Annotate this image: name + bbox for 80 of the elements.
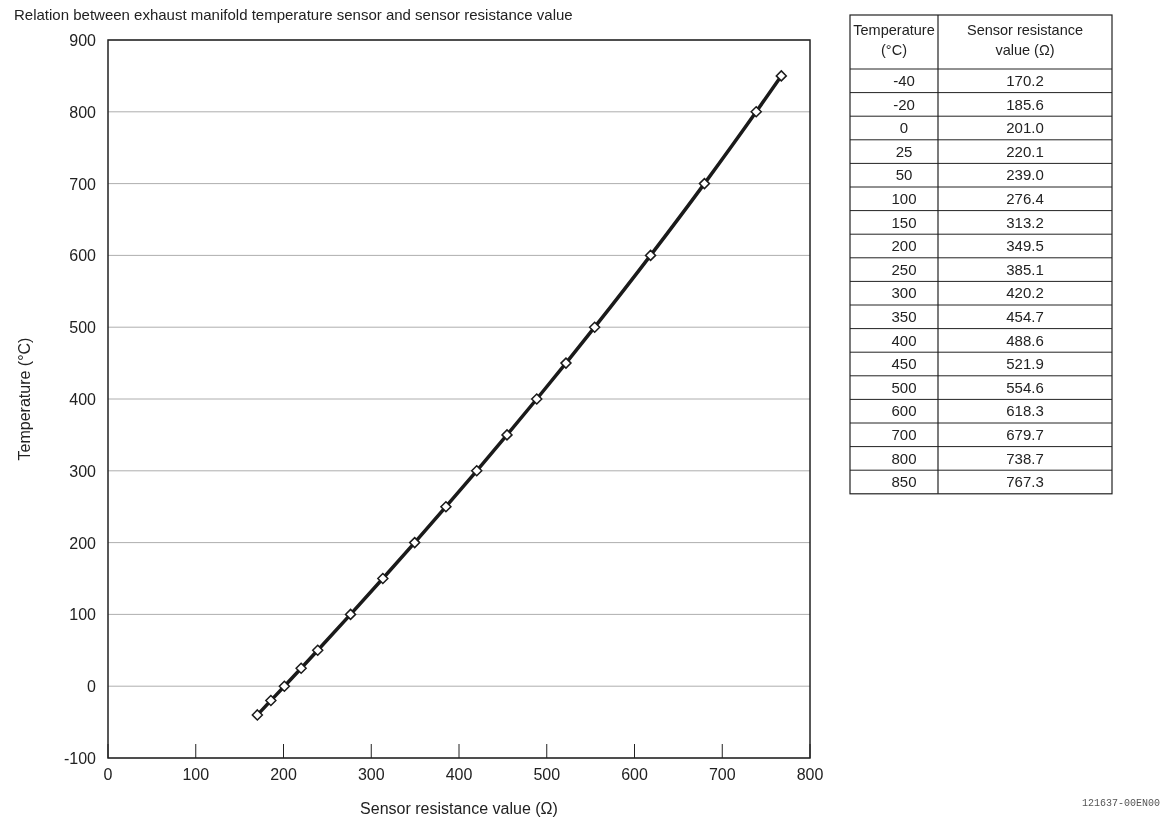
x-tick-label: 500 bbox=[533, 766, 561, 783]
text: 313.2 bbox=[1006, 213, 1044, 231]
x-tick-label: 0 bbox=[103, 766, 113, 783]
text: 400 bbox=[891, 331, 917, 349]
text: 679.7 bbox=[1006, 426, 1044, 443]
x-tick-label: 200 bbox=[270, 766, 297, 783]
point bbox=[775, 70, 788, 82]
y-tick-label: 700 bbox=[69, 175, 97, 193]
text: 0 bbox=[899, 119, 909, 137]
point bbox=[531, 393, 543, 405]
text: 239.0 bbox=[1006, 166, 1044, 184]
point bbox=[560, 357, 572, 369]
text: 220.1 bbox=[1006, 142, 1044, 160]
text: 500 bbox=[891, 378, 917, 396]
point bbox=[501, 429, 513, 441]
text: 300 bbox=[891, 284, 917, 302]
text: 800 bbox=[891, 449, 917, 467]
x-tick-label: 700 bbox=[708, 766, 736, 783]
point bbox=[278, 680, 291, 692]
point bbox=[377, 572, 389, 585]
text: -40 bbox=[893, 72, 915, 89]
text: 521.9 bbox=[1006, 355, 1044, 373]
point bbox=[265, 694, 277, 707]
text: 767.3 bbox=[1006, 473, 1044, 491]
text: 185.6 bbox=[1006, 95, 1044, 113]
x-tick-label: 600 bbox=[621, 766, 648, 783]
y-tick-label: 600 bbox=[69, 247, 97, 265]
text: 738.7 bbox=[1006, 449, 1044, 467]
y-tick-label: 200 bbox=[69, 534, 97, 552]
text: 150 bbox=[891, 213, 917, 231]
y-axis-title: Temperature (°C) bbox=[16, 337, 33, 461]
text: 349.5 bbox=[1006, 237, 1044, 255]
point bbox=[251, 709, 264, 721]
point bbox=[644, 249, 657, 262]
chart-title: Relation between exhaust manifold temperature sensor and sensor resistance value bbox=[14, 6, 573, 23]
point bbox=[750, 106, 762, 118]
text: 450 bbox=[891, 355, 917, 373]
text: 50 bbox=[895, 166, 913, 184]
x-axis-title: Sensor resistance value (Ω) bbox=[360, 800, 558, 817]
text: 276.4 bbox=[1006, 190, 1044, 207]
y-tick-label: 500 bbox=[69, 319, 97, 337]
y-tick-label: -100 bbox=[63, 750, 97, 767]
point bbox=[698, 177, 711, 190]
point bbox=[408, 536, 421, 549]
text: Sensor resistance value (Ω) bbox=[966, 22, 1084, 58]
text: 170.2 bbox=[1006, 72, 1044, 89]
text: 600 bbox=[891, 402, 917, 420]
text: 201.0 bbox=[1006, 119, 1044, 137]
y-tick-label: 400 bbox=[69, 391, 97, 408]
x-tick-label: 300 bbox=[357, 766, 385, 783]
x-tick-label: 800 bbox=[796, 766, 824, 783]
point bbox=[470, 465, 483, 477]
y-tick-label: 800 bbox=[69, 103, 97, 121]
point bbox=[440, 500, 452, 513]
text: 454.7 bbox=[1006, 308, 1044, 325]
y-tick-label: 100 bbox=[69, 606, 97, 624]
x-tick-label: 400 bbox=[445, 766, 473, 783]
text: -20 bbox=[893, 95, 915, 113]
text: 700 bbox=[891, 426, 917, 443]
text: 100 bbox=[891, 190, 917, 207]
text: 385.1 bbox=[1006, 260, 1044, 278]
x-tick-label: 100 bbox=[182, 766, 210, 783]
text: 200 bbox=[891, 237, 917, 255]
text: 250 bbox=[891, 260, 917, 278]
text: 618.3 bbox=[1006, 402, 1044, 420]
text: Temperature (°C) bbox=[853, 22, 935, 58]
text: 350 bbox=[891, 308, 917, 325]
point bbox=[295, 662, 307, 674]
y-tick-label: 900 bbox=[69, 32, 97, 49]
point bbox=[588, 321, 601, 333]
text: 25 bbox=[895, 142, 913, 160]
text: 554.6 bbox=[1006, 378, 1044, 396]
point bbox=[311, 644, 324, 657]
point bbox=[344, 608, 357, 621]
text: 121637-00EN00 bbox=[1081, 798, 1160, 809]
y-tick-label: 300 bbox=[69, 462, 97, 480]
text: 850 bbox=[891, 473, 917, 491]
text: 420.2 bbox=[1006, 284, 1044, 302]
text: 488.6 bbox=[1006, 331, 1044, 349]
y-tick-label: 0 bbox=[87, 678, 97, 696]
